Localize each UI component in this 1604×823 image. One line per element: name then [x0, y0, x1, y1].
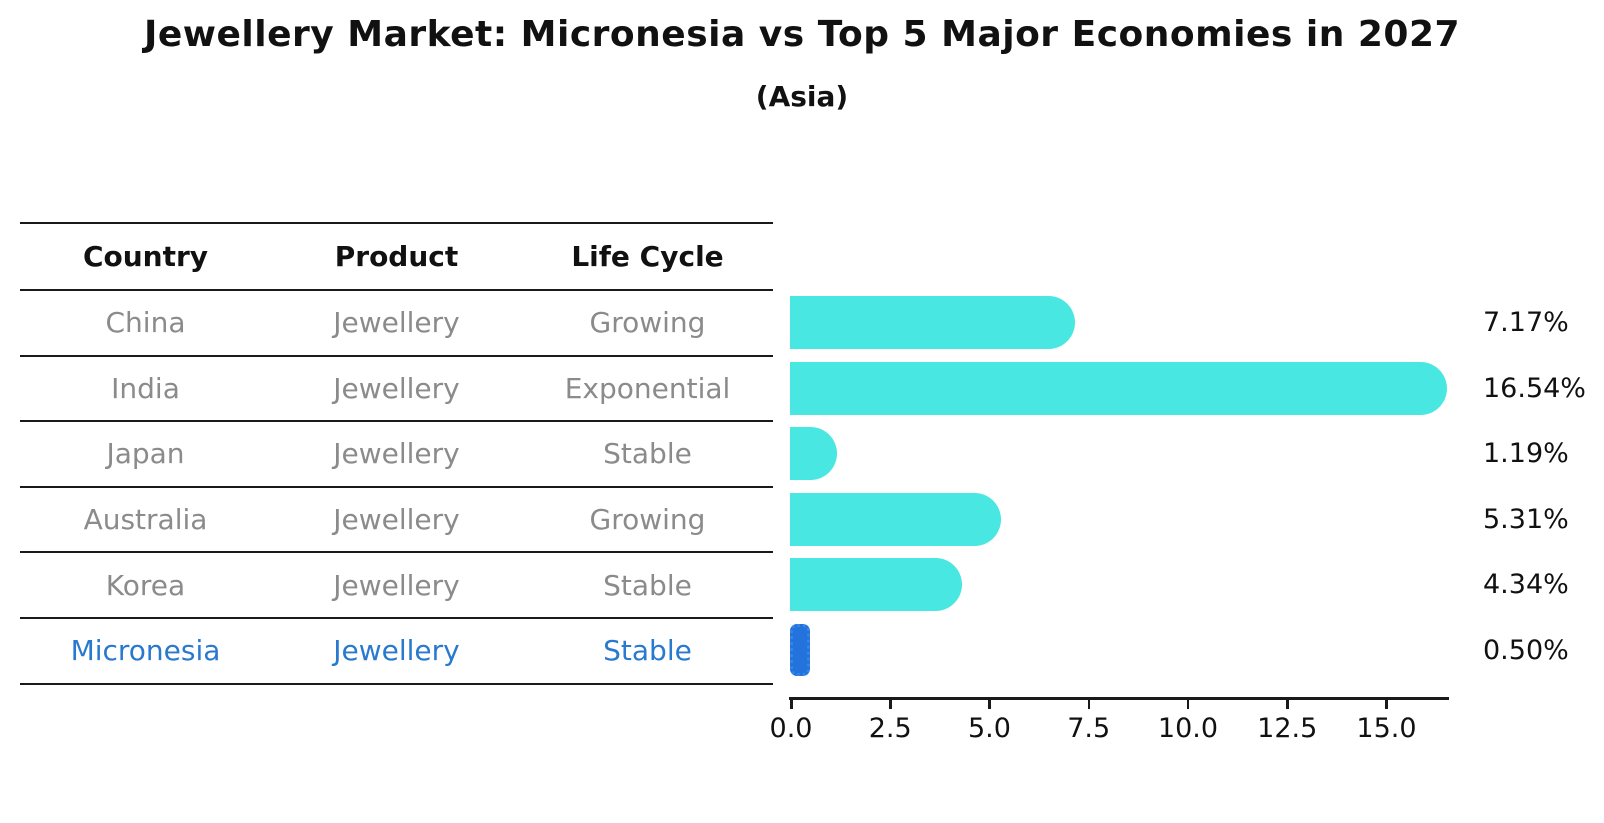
chart-title: Jewellery Market: Micronesia vs Top 5 Ma… — [143, 14, 1461, 55]
bar-highlighted-micronesia — [790, 624, 810, 677]
table-cell-country: Australia — [83, 503, 208, 537]
table-cell-country: China — [105, 306, 186, 340]
x-axis-tick — [1385, 700, 1388, 709]
table-header-row: Country Product Life Cycle — [20, 224, 773, 291]
table-cell-lifecycle: Stable — [603, 437, 692, 471]
table-cell-product: Jewellery — [333, 306, 460, 340]
table-header-country: Country — [82, 240, 209, 273]
x-axis-tick-label: 12.5 — [1257, 713, 1318, 744]
table-cell-lifecycle: Growing — [589, 503, 706, 537]
x-axis-tick-label: 7.5 — [1067, 713, 1111, 744]
x-axis-tick — [889, 700, 892, 709]
table-cell-country: Micronesia — [70, 634, 221, 668]
value-label: 1.19% — [1483, 438, 1569, 470]
bar-india — [790, 361, 1447, 415]
table-cell-country: Japan — [106, 437, 185, 471]
table-row: India Jewellery Exponential — [20, 357, 773, 423]
bar-row — [790, 487, 1449, 553]
bar-japan — [790, 427, 838, 481]
table-cell-product: Jewellery — [333, 568, 460, 602]
chart-subtitle: (Asia) — [755, 80, 849, 113]
x-axis-tick — [790, 700, 793, 709]
table-cell-product: Jewellery — [333, 371, 460, 405]
value-label: 4.34% — [1483, 569, 1569, 601]
x-axis-tick — [1286, 700, 1289, 709]
table-cell-product: Jewellery — [333, 634, 460, 668]
value-label: 0.50% — [1483, 634, 1569, 666]
table-cell-lifecycle: Stable — [603, 568, 692, 602]
table-row: Japan Jewellery Stable — [20, 422, 773, 488]
table-cell-product: Jewellery — [333, 503, 460, 537]
bar-plot-area — [790, 290, 1449, 683]
table-cell-product: Jewellery — [333, 437, 460, 471]
bar-row — [790, 290, 1449, 356]
x-axis-tick-label: 5.0 — [968, 713, 1011, 744]
bar-korea — [790, 558, 963, 612]
table-cell-country: Korea — [105, 568, 186, 602]
table-header-lifecycle: Life Cycle — [571, 240, 724, 273]
bar-australia — [790, 492, 1001, 546]
table-cell-lifecycle: Exponential — [564, 371, 731, 405]
table-row: Australia Jewellery Growing — [20, 488, 773, 554]
table-row: China Jewellery Growing — [20, 291, 773, 357]
x-axis-tick — [1186, 700, 1190, 709]
x-axis-ticks: 0.0 2.5 5.0 7.5 10.0 12.5 15.0 — [770, 700, 1449, 750]
value-label: 7.17% — [1483, 307, 1569, 339]
table-row: Micronesia Jewellery Stable — [20, 619, 773, 685]
table-cell-lifecycle: Growing — [589, 306, 706, 340]
x-axis-line — [789, 697, 1449, 700]
x-axis-tick-label: 15.0 — [1356, 713, 1417, 744]
value-label: 16.54% — [1483, 372, 1586, 404]
bar-row — [790, 552, 1449, 618]
table-row: Korea Jewellery Stable — [20, 553, 773, 619]
bar-row — [790, 421, 1449, 487]
x-axis-tick — [988, 700, 991, 709]
x-axis-tick — [1087, 700, 1091, 709]
bar-row — [790, 356, 1449, 422]
value-label-column: 7.17% 16.54% 1.19% 5.31% 4.34% 0.50% — [1483, 290, 1603, 683]
x-axis-tick-label: 10.0 — [1157, 713, 1219, 744]
data-table: Country Product Life Cycle China Jeweller… — [20, 222, 773, 685]
value-label: 5.31% — [1483, 503, 1569, 535]
bar-row — [790, 618, 1449, 684]
table-cell-lifecycle: Stable — [603, 634, 692, 668]
table-cell-country: India — [111, 371, 180, 405]
x-axis-tick-label: 0.0 — [769, 713, 813, 744]
x-axis-tick-label: 2.5 — [868, 713, 912, 744]
bar-china — [790, 296, 1075, 350]
table-header-product: Product — [334, 240, 459, 273]
table-body: China Jewellery Growing India Jewellery Expon… — [20, 291, 773, 685]
